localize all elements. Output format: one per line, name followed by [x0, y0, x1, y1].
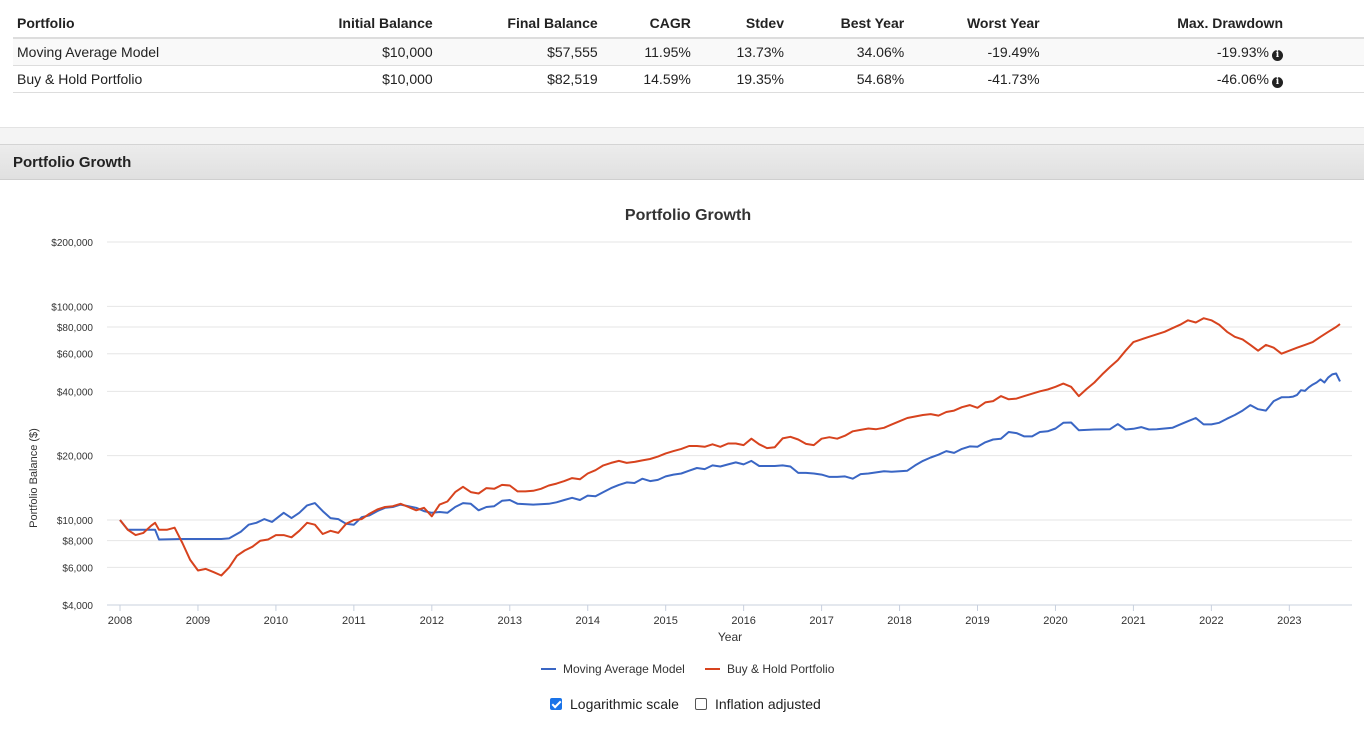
cell-max-drawdown: -46.06% i — [1043, 65, 1364, 93]
x-tick-label: 2020 — [1043, 615, 1067, 627]
info-circle-icon[interactable]: i — [1272, 49, 1283, 61]
col-header-max-drawdown: Max. Drawdown — [1043, 8, 1364, 39]
portfolio-growth-chart: Portfolio Growth $4,000 $6,000 $8,000 $10,0… — [28, 207, 1352, 676]
x-tick-label: 2019 — [965, 615, 989, 627]
y-tick-label: $10,000 — [57, 516, 94, 527]
col-header-final-balance: Final Balance — [436, 8, 602, 39]
y-tick-label: $80,000 — [57, 323, 94, 334]
legend-label-buy-hold: Buy & Hold Portfolio — [727, 662, 835, 676]
series-line-moving-average[interactable] — [119, 372, 1341, 541]
chart-options: Logarithmic scale Inflation adjusted — [550, 696, 837, 712]
chart-title: Portfolio Growth — [625, 207, 751, 224]
col-header-initial-balance: Initial Balance — [265, 8, 437, 39]
table-row: Buy & Hold Portfolio $10,000 $82,519 14.… — [13, 65, 1364, 93]
y-axis-ticks: $4,000 $6,000 $8,000 $10,000 $20,000 $40,000 $… — [51, 238, 93, 612]
cell-cagr: 14.59% — [601, 65, 695, 93]
x-tick-label: 2014 — [575, 615, 599, 627]
chart-legend: Moving Average Model Buy & Hold Portfoli… — [541, 662, 835, 676]
cell-best-year: 34.06% — [788, 38, 909, 66]
col-header-cagr: CAGR — [601, 8, 695, 39]
cell-final-balance: $82,519 — [436, 65, 602, 93]
max-drawdown-value: -19.93% — [1216, 43, 1269, 60]
col-header-best-year: Best Year — [788, 8, 909, 39]
cell-worst-year: -41.73% — [908, 65, 1044, 93]
log-scale-checkbox[interactable] — [550, 698, 562, 710]
y-tick-label: $8,000 — [62, 537, 93, 548]
inflation-toggle[interactable]: Inflation adjusted — [694, 696, 821, 712]
x-tick-label: 2012 — [420, 615, 444, 627]
y-tick-label: $4,000 — [62, 601, 93, 612]
inflation-checkbox[interactable] — [694, 698, 707, 710]
series-lines — [119, 317, 1341, 577]
x-tick-label: 2018 — [887, 615, 911, 627]
y-tick-label: $6,000 — [62, 563, 93, 574]
table-row: Moving Average Model $10,000 $57,555 11.… — [13, 38, 1364, 66]
legend-item-buy-hold[interactable]: Buy & Hold Portfolio — [705, 662, 835, 676]
log-scale-toggle[interactable]: Logarithmic scale — [550, 696, 679, 712]
section-header-portfolio-growth: Portfolio Growth — [0, 144, 1364, 180]
cell-max-drawdown: -19.93% i — [1043, 38, 1364, 66]
col-header-worst-year: Worst Year — [908, 8, 1044, 39]
y-tick-label: $20,000 — [57, 452, 94, 463]
legend-item-moving-average[interactable]: Moving Average Model — [541, 662, 685, 676]
x-tick-label: 2017 — [809, 615, 833, 627]
cell-initial-balance: $10,000 — [265, 65, 437, 93]
x-axis-label: Year — [718, 630, 742, 644]
max-drawdown-value: -46.06% — [1216, 70, 1269, 87]
info-circle-icon[interactable]: i — [1272, 76, 1283, 88]
x-tick-label: 2013 — [498, 615, 522, 627]
x-tick-label: 2009 — [186, 615, 210, 627]
section-divider — [0, 127, 1364, 145]
y-tick-label: $200,000 — [51, 238, 93, 249]
inflation-label: Inflation adjusted — [714, 696, 821, 712]
col-header-portfolio: Portfolio — [13, 8, 266, 39]
y-axis-label: Portfolio Balance ($) — [28, 428, 40, 528]
x-tick-label: 2010 — [264, 615, 288, 627]
x-tick-label: 2016 — [731, 615, 755, 627]
x-tick-label: 2021 — [1121, 615, 1145, 627]
y-tick-label: $60,000 — [57, 350, 94, 361]
col-header-stdev: Stdev — [694, 8, 788, 39]
series-line-buy-hold[interactable] — [119, 317, 1341, 577]
y-gridlines — [107, 241, 1352, 568]
x-tick-label: 2023 — [1277, 615, 1301, 627]
cell-cagr: 11.95% — [601, 38, 695, 66]
y-tick-label: $100,000 — [51, 302, 93, 313]
cell-final-balance: $57,555 — [436, 38, 602, 66]
cell-portfolio-name: Buy & Hold Portfolio — [13, 65, 266, 93]
x-tick-label: 2008 — [108, 615, 132, 627]
x-tick-label: 2015 — [653, 615, 677, 627]
y-tick-label: $40,000 — [57, 387, 94, 398]
cell-worst-year: -19.49% — [908, 38, 1044, 66]
portfolio-summary-table: Portfolio Initial Balance Final Balance … — [13, 8, 1364, 93]
x-tick-label: 2022 — [1199, 615, 1223, 627]
summary-header-row: Portfolio Initial Balance Final Balance … — [13, 8, 1364, 39]
cell-stdev: 19.35% — [694, 65, 788, 93]
x-axis-ticks: 2008 2009 2010 2011 2012 2013 2014 2015 2016 2017… — [108, 605, 1302, 627]
legend-label-moving-average: Moving Average Model — [563, 662, 685, 676]
x-tick-label: 2011 — [342, 615, 366, 627]
cell-stdev: 13.73% — [694, 38, 788, 66]
cell-initial-balance: $10,000 — [265, 38, 437, 66]
cell-portfolio-name: Moving Average Model — [13, 38, 266, 66]
log-scale-label: Logarithmic scale — [570, 696, 679, 712]
cell-best-year: 54.68% — [788, 65, 909, 93]
